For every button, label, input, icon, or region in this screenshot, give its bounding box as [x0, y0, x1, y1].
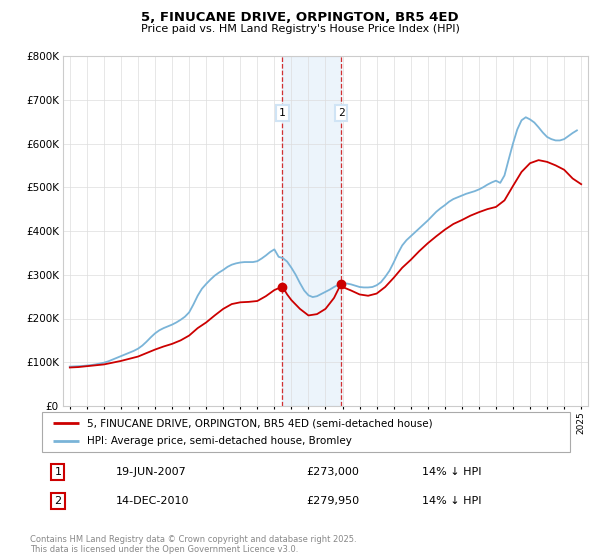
Text: 2: 2 — [338, 108, 344, 118]
Text: 5, FINUCANE DRIVE, ORPINGTON, BR5 4ED (semi-detached house): 5, FINUCANE DRIVE, ORPINGTON, BR5 4ED (s… — [87, 418, 433, 428]
Text: 1: 1 — [279, 108, 286, 118]
FancyBboxPatch shape — [42, 412, 570, 452]
Text: £279,950: £279,950 — [306, 496, 359, 506]
Text: HPI: Average price, semi-detached house, Bromley: HPI: Average price, semi-detached house,… — [87, 436, 352, 446]
Bar — [283, 56, 341, 406]
Text: 14% ↓ HPI: 14% ↓ HPI — [422, 467, 482, 477]
Text: 2: 2 — [54, 496, 61, 506]
Text: 19-JUN-2007: 19-JUN-2007 — [116, 467, 187, 477]
Text: 14-DEC-2010: 14-DEC-2010 — [116, 496, 190, 506]
Text: 5, FINUCANE DRIVE, ORPINGTON, BR5 4ED: 5, FINUCANE DRIVE, ORPINGTON, BR5 4ED — [141, 11, 459, 24]
Text: Contains HM Land Registry data © Crown copyright and database right 2025.
This d: Contains HM Land Registry data © Crown c… — [30, 535, 356, 554]
Text: 14% ↓ HPI: 14% ↓ HPI — [422, 496, 482, 506]
Text: £273,000: £273,000 — [306, 467, 359, 477]
Text: 1: 1 — [55, 467, 61, 477]
Text: Price paid vs. HM Land Registry's House Price Index (HPI): Price paid vs. HM Land Registry's House … — [140, 24, 460, 34]
